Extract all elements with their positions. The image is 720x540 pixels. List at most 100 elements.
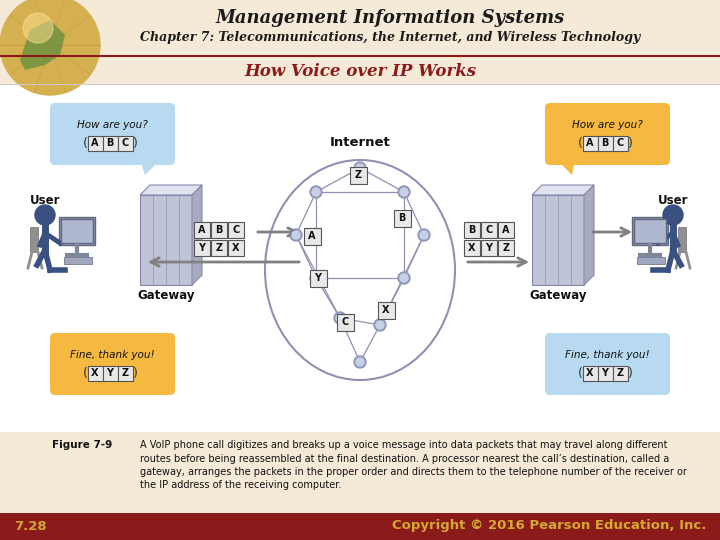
Circle shape bbox=[336, 314, 344, 322]
FancyBboxPatch shape bbox=[598, 136, 613, 151]
Text: Chapter 7: Telecommunications, the Internet, and Wireless Technology: Chapter 7: Telecommunications, the Inter… bbox=[140, 31, 640, 44]
Text: X: X bbox=[382, 305, 390, 315]
FancyBboxPatch shape bbox=[464, 222, 480, 238]
FancyBboxPatch shape bbox=[228, 222, 244, 238]
Circle shape bbox=[312, 274, 320, 282]
Text: How are you?: How are you? bbox=[572, 120, 643, 130]
Circle shape bbox=[23, 13, 53, 43]
Circle shape bbox=[376, 321, 384, 329]
Circle shape bbox=[374, 319, 386, 331]
Text: Gateway: Gateway bbox=[529, 288, 587, 301]
FancyBboxPatch shape bbox=[582, 366, 598, 381]
Circle shape bbox=[400, 188, 408, 196]
FancyBboxPatch shape bbox=[117, 136, 132, 151]
Text: Copyright © 2016 Pearson Education, Inc.: Copyright © 2016 Pearson Education, Inc. bbox=[392, 519, 706, 532]
Text: 7.28: 7.28 bbox=[14, 519, 47, 532]
FancyBboxPatch shape bbox=[211, 222, 227, 238]
Text: Y: Y bbox=[199, 243, 205, 253]
FancyBboxPatch shape bbox=[598, 366, 613, 381]
Text: A: A bbox=[91, 138, 99, 149]
Text: Z: Z bbox=[215, 243, 222, 253]
Text: Y: Y bbox=[107, 368, 114, 379]
Circle shape bbox=[35, 205, 55, 225]
Text: ): ) bbox=[132, 367, 138, 380]
Text: C: C bbox=[341, 317, 348, 327]
Circle shape bbox=[663, 205, 683, 225]
Text: (: ( bbox=[83, 137, 87, 150]
Circle shape bbox=[356, 358, 364, 366]
Text: ): ) bbox=[628, 367, 632, 380]
FancyBboxPatch shape bbox=[481, 222, 497, 238]
Polygon shape bbox=[140, 160, 155, 175]
Text: routes before being reassembled at the final destination. A processor nearest th: routes before being reassembled at the f… bbox=[140, 454, 670, 463]
Polygon shape bbox=[532, 185, 594, 195]
Text: How Voice over IP Works: How Voice over IP Works bbox=[244, 64, 476, 80]
Circle shape bbox=[310, 272, 322, 284]
FancyBboxPatch shape bbox=[228, 240, 244, 256]
FancyBboxPatch shape bbox=[545, 103, 670, 165]
Circle shape bbox=[398, 186, 410, 198]
Text: C: C bbox=[485, 225, 492, 235]
Text: Gateway: Gateway bbox=[138, 288, 194, 301]
Text: User: User bbox=[30, 193, 60, 206]
FancyBboxPatch shape bbox=[102, 366, 117, 381]
Circle shape bbox=[292, 231, 300, 239]
Text: C: C bbox=[122, 138, 129, 149]
Polygon shape bbox=[140, 185, 202, 195]
FancyBboxPatch shape bbox=[140, 195, 192, 285]
Text: A VoIP phone call digitizes and breaks up a voice message into data packets that: A VoIP phone call digitizes and breaks u… bbox=[140, 440, 667, 450]
Text: X: X bbox=[586, 368, 594, 379]
Circle shape bbox=[400, 274, 408, 282]
FancyBboxPatch shape bbox=[632, 217, 668, 245]
Text: A: A bbox=[586, 138, 594, 149]
FancyBboxPatch shape bbox=[464, 240, 480, 256]
Polygon shape bbox=[192, 185, 202, 285]
Text: B: B bbox=[601, 138, 608, 149]
Text: Fine, thank you!: Fine, thank you! bbox=[70, 349, 155, 360]
FancyBboxPatch shape bbox=[194, 240, 210, 256]
FancyBboxPatch shape bbox=[582, 136, 598, 151]
Text: B: B bbox=[215, 225, 222, 235]
Circle shape bbox=[334, 312, 346, 324]
Text: A: A bbox=[503, 225, 510, 235]
FancyBboxPatch shape bbox=[613, 366, 628, 381]
Text: A: A bbox=[198, 225, 206, 235]
FancyBboxPatch shape bbox=[613, 136, 628, 151]
FancyBboxPatch shape bbox=[377, 301, 395, 319]
Text: B: B bbox=[468, 225, 476, 235]
FancyBboxPatch shape bbox=[194, 222, 210, 238]
Circle shape bbox=[310, 186, 322, 198]
Text: Y: Y bbox=[485, 243, 492, 253]
Text: Z: Z bbox=[354, 170, 361, 180]
Circle shape bbox=[420, 231, 428, 239]
FancyBboxPatch shape bbox=[117, 366, 132, 381]
FancyBboxPatch shape bbox=[336, 314, 354, 330]
FancyBboxPatch shape bbox=[634, 219, 666, 243]
Text: Y: Y bbox=[601, 368, 608, 379]
FancyBboxPatch shape bbox=[678, 227, 686, 252]
FancyBboxPatch shape bbox=[88, 366, 102, 381]
FancyBboxPatch shape bbox=[304, 227, 320, 245]
Text: How are you?: How are you? bbox=[77, 120, 148, 130]
Text: B: B bbox=[107, 138, 114, 149]
Text: C: C bbox=[233, 225, 240, 235]
Polygon shape bbox=[562, 160, 575, 175]
FancyBboxPatch shape bbox=[50, 333, 175, 395]
Circle shape bbox=[312, 188, 320, 196]
Text: gateway, arranges the packets in the proper order and directs them to the teleph: gateway, arranges the packets in the pro… bbox=[140, 467, 687, 477]
FancyBboxPatch shape bbox=[498, 240, 514, 256]
FancyBboxPatch shape bbox=[64, 257, 92, 264]
FancyBboxPatch shape bbox=[545, 333, 670, 395]
Text: Z: Z bbox=[616, 368, 624, 379]
Text: X: X bbox=[468, 243, 476, 253]
Text: Z: Z bbox=[122, 368, 129, 379]
FancyBboxPatch shape bbox=[394, 210, 410, 226]
Circle shape bbox=[0, 0, 100, 95]
Text: (: ( bbox=[577, 137, 582, 150]
FancyBboxPatch shape bbox=[532, 195, 584, 285]
FancyBboxPatch shape bbox=[637, 257, 665, 264]
Circle shape bbox=[398, 272, 410, 284]
FancyBboxPatch shape bbox=[59, 217, 95, 245]
FancyBboxPatch shape bbox=[0, 84, 720, 432]
Text: C: C bbox=[616, 138, 624, 149]
